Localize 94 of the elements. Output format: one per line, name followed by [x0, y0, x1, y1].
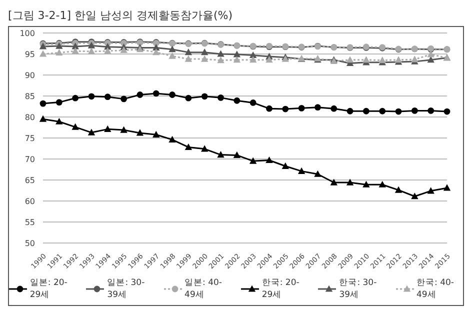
point [378, 180, 386, 188]
point [136, 129, 144, 136]
point [314, 170, 322, 177]
point [266, 56, 273, 63]
point [88, 48, 96, 54]
point [56, 48, 63, 56]
chart-title: [그림 3-2-1] 한일 남성의 경제활동참가율(%) [8, 8, 234, 24]
point [168, 52, 176, 59]
y-tick-label: 65 [24, 176, 35, 185]
y-tick-label: 60 [24, 196, 35, 206]
point [282, 162, 289, 169]
point [88, 128, 96, 136]
point [314, 104, 321, 111]
point [346, 178, 354, 186]
point [330, 178, 338, 186]
point [136, 92, 144, 98]
point [217, 56, 224, 64]
y-tick-label: 90 [24, 70, 35, 80]
point [218, 94, 224, 101]
point [427, 187, 434, 194]
point [395, 108, 402, 115]
point [443, 184, 451, 191]
point [249, 157, 257, 164]
point [104, 125, 112, 132]
point [56, 118, 63, 124]
point [411, 108, 418, 114]
point [362, 180, 370, 188]
point [104, 47, 112, 54]
point [330, 105, 338, 112]
point [72, 94, 79, 102]
y-tick-label: 75 [24, 134, 35, 143]
point [39, 115, 47, 122]
point [40, 100, 46, 107]
point [185, 94, 192, 102]
point [282, 106, 289, 112]
point [152, 90, 160, 97]
point [152, 44, 160, 50]
y-tick-label: 100 [20, 28, 35, 38]
point [72, 47, 79, 54]
point [298, 167, 306, 174]
y-tick-label: 80 [24, 112, 35, 122]
point [152, 130, 160, 138]
point [201, 48, 208, 56]
y-tick-label: 50 [24, 238, 35, 248]
point [411, 192, 418, 200]
point [39, 50, 47, 57]
point [152, 48, 160, 56]
point [201, 145, 208, 152]
point [168, 46, 176, 52]
point [120, 46, 128, 54]
point [233, 50, 241, 58]
point [201, 55, 208, 62]
point [169, 92, 176, 98]
y-tick-label: 55 [24, 218, 35, 227]
point [428, 108, 434, 114]
point [234, 97, 240, 104]
point [363, 108, 370, 114]
legend-label: 한국: 20-29세 [260, 277, 300, 301]
point [201, 93, 208, 100]
point [298, 104, 305, 112]
point [184, 143, 192, 150]
point [266, 156, 273, 164]
point [120, 126, 128, 133]
legend-label: 한국: 40-49세 [416, 277, 455, 301]
y-tick-label: 70 [24, 154, 35, 164]
legend-label: 일본: 40-49세 [184, 277, 223, 301]
point [362, 56, 370, 63]
point [88, 93, 95, 100]
y-tick-label: 85 [24, 92, 35, 101]
point [104, 94, 111, 100]
point [249, 56, 257, 63]
point [346, 108, 354, 114]
legend-label: 한국: 30-39세 [338, 277, 378, 301]
point [120, 96, 127, 102]
point [250, 100, 256, 106]
point [217, 50, 224, 57]
point [233, 151, 241, 158]
point [444, 108, 450, 115]
point [72, 123, 79, 130]
point [266, 105, 272, 112]
point [379, 108, 386, 114]
point [184, 48, 192, 56]
point [217, 151, 224, 158]
point [346, 56, 354, 63]
y-tick-label: 95 [24, 50, 35, 59]
point [56, 99, 62, 106]
point [427, 50, 434, 58]
point [184, 55, 192, 62]
point [427, 56, 434, 63]
point [394, 186, 402, 193]
point [233, 56, 241, 63]
legend-label: 일본: 30-39세 [106, 277, 146, 301]
point [168, 136, 176, 142]
legend-label: 일본: 20-29세 [28, 277, 68, 301]
